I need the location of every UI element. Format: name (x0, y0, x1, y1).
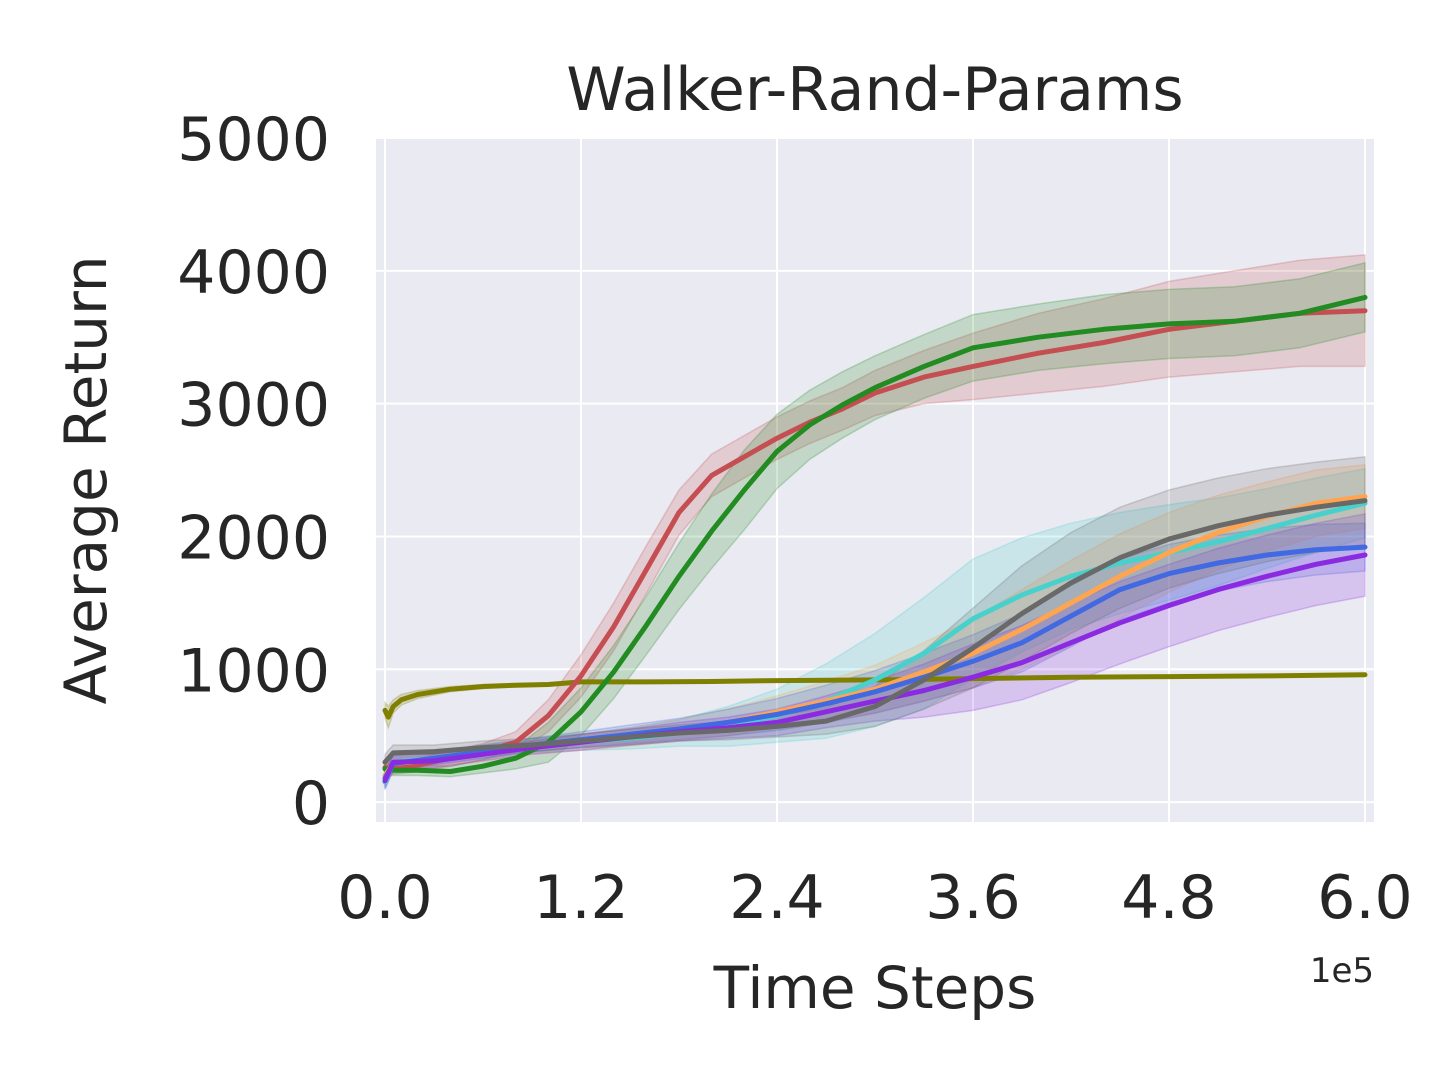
x-tick-label: 2.4 (729, 863, 824, 933)
y-tick-label: 3000 (177, 371, 330, 441)
series-band-3 (384, 467, 1366, 791)
x-tick-label: 3.6 (925, 863, 1020, 933)
x-tick-label: 0.0 (337, 863, 432, 933)
series-line-2 (382, 294, 1368, 774)
y-tick-label: 0 (292, 769, 330, 839)
series-line-6 (382, 552, 1368, 784)
y-tick-label: 1000 (177, 636, 330, 706)
chart-title: Walker-Rand-Params (566, 55, 1183, 125)
x-axis-label: Time Steps (713, 954, 1037, 1022)
y-axis-label: Average Return (52, 255, 120, 704)
x-axis-offset-label: 1e5 (1310, 951, 1374, 991)
y-tick-label: 4000 (177, 238, 330, 308)
x-tick-label: 4.8 (1121, 863, 1216, 933)
series-line-0 (382, 672, 1368, 720)
series-line-7 (382, 498, 1368, 765)
series-lines (382, 294, 1368, 785)
series-band-6 (384, 512, 1366, 790)
series-band-7 (384, 455, 1366, 773)
y-tick-label: 2000 (177, 503, 330, 573)
grid-lines (376, 137, 1374, 822)
series-band-4 (384, 463, 1366, 786)
x-tick-label: 6.0 (1317, 863, 1412, 933)
tick-labels: 0.0 1.2 2.4 3.6 4.8 6.0 0 1000 2000 3000 4000 5000 (177, 105, 1412, 933)
x-tick-label: 1.2 (533, 863, 628, 933)
y-tick-label: 5000 (177, 105, 330, 175)
